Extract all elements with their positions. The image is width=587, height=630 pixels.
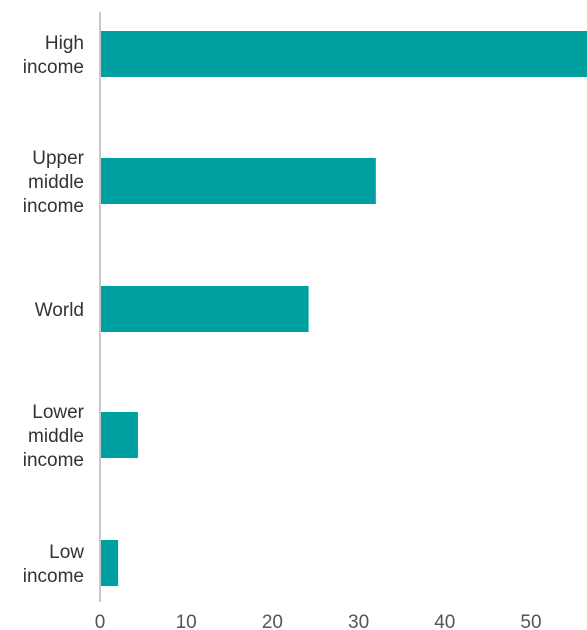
- bar-0: [100, 31, 587, 77]
- category-label-line: World: [35, 300, 84, 321]
- bar-1: [100, 158, 376, 204]
- category-label-4: Low income: [23, 542, 85, 587]
- category-label-line: High: [45, 33, 84, 54]
- bar-2: [100, 286, 309, 332]
- category-label-line: Upper: [32, 148, 84, 169]
- category-label-line: Low: [49, 542, 84, 563]
- bar-3: [100, 412, 138, 458]
- x-tick-label-1: 10: [176, 612, 197, 630]
- category-label-line: income: [23, 196, 84, 217]
- category-label-line: Lower: [32, 402, 84, 423]
- x-tick-label-4: 40: [434, 612, 455, 630]
- category-label-line: middle: [28, 172, 84, 193]
- category-label-0: High income: [23, 33, 84, 78]
- category-label-line: middle: [28, 426, 84, 447]
- category-label-2: World: [35, 300, 84, 321]
- category-label-1: Upper middle income: [23, 148, 85, 217]
- x-tick-label-2: 20: [262, 612, 283, 630]
- category-label-line: income: [23, 566, 84, 587]
- category-labels-group: High income Upper middle income World Lower mid…: [23, 33, 85, 587]
- x-tick-labels-group: 0 10 20 30 40 50: [95, 612, 542, 630]
- category-label-line: income: [23, 57, 84, 78]
- x-tick-label-0: 0: [95, 612, 106, 630]
- x-tick-label-5: 50: [520, 612, 541, 630]
- bars-group: [100, 31, 587, 586]
- category-label-line: income: [23, 450, 84, 471]
- category-label-3: Lower middle income: [23, 402, 85, 471]
- x-tick-label-3: 30: [348, 612, 369, 630]
- bar-4: [100, 540, 119, 586]
